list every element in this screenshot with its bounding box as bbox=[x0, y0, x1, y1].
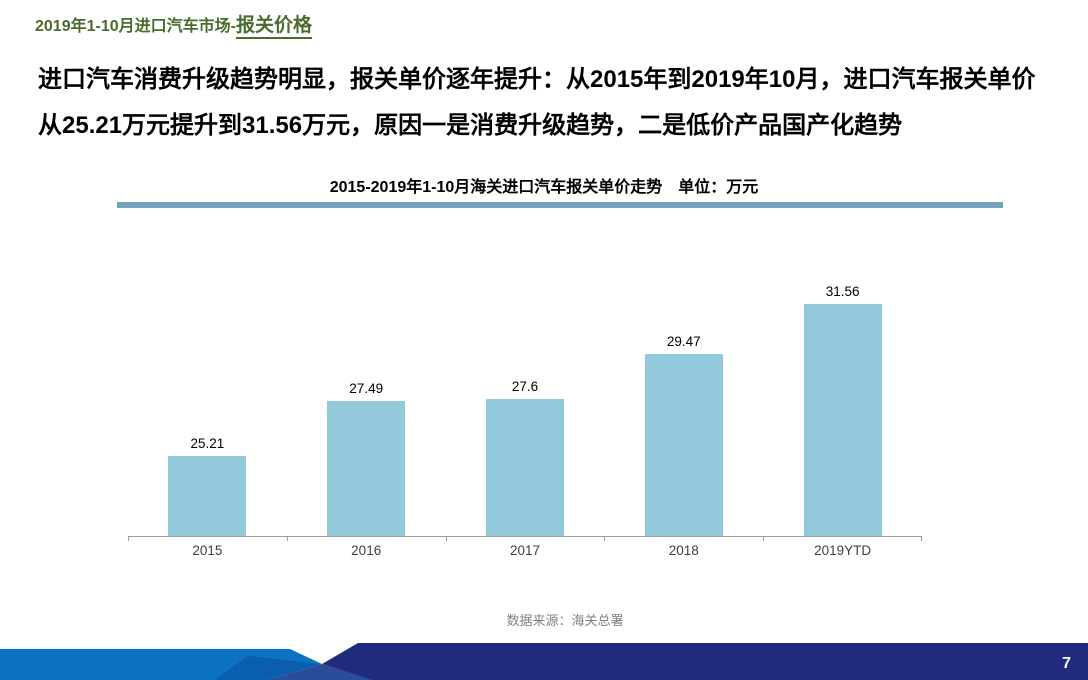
bar-column: 31.56 2019YTD bbox=[763, 282, 922, 558]
page-number: 7 bbox=[1062, 655, 1071, 672]
bar bbox=[485, 399, 564, 536]
bar-value-label: 29.47 bbox=[666, 334, 701, 349]
x-axis-label: 2015 bbox=[192, 543, 223, 558]
bar-column: 29.47 2018 bbox=[604, 282, 763, 558]
footer-ribbon-blue-shape bbox=[0, 649, 322, 680]
x-axis-label: 2019YTD bbox=[814, 543, 872, 558]
header-emphasis: 报关价格 bbox=[235, 15, 312, 39]
axis-tick-mark bbox=[286, 536, 288, 541]
body-line-1: 进口汽车消费升级趋势明显，报关单价逐年提升：从2015年到2019年10月，进口… bbox=[38, 66, 1036, 93]
source-caption: 数据来源：海关总署 bbox=[506, 613, 624, 628]
bar-value-label: 27.6 bbox=[511, 379, 539, 394]
bar bbox=[168, 456, 247, 536]
axis-tick-mark bbox=[128, 536, 129, 541]
axis-tick-mark bbox=[445, 536, 447, 541]
x-axis-label: 2018 bbox=[668, 543, 699, 558]
footer-fold-triangle bbox=[268, 664, 373, 680]
bar-value-label: 27.49 bbox=[349, 381, 384, 396]
bar-value-label: 25.21 bbox=[190, 436, 225, 451]
bar bbox=[803, 304, 882, 536]
axis-tick-mark bbox=[604, 536, 606, 541]
bar-column: 27.49 2016 bbox=[286, 282, 446, 558]
slide-header-title: 2019年1-10月进口汽车市场-报关价格 bbox=[35, 10, 312, 39]
bar-column: 27.6 2017 bbox=[445, 282, 605, 558]
x-axis-label: 2017 bbox=[509, 543, 541, 558]
bar-plot: 25.21 2015 27.49 2016 27.6 2017 29.47 2018 31.56… bbox=[128, 282, 922, 558]
body-line-2: 从25.21万元提升到31.56万元，原因一是消费升级趋势，二是低价产品国产化趋… bbox=[38, 112, 903, 139]
axis-tick-mark bbox=[763, 536, 765, 541]
bar bbox=[644, 354, 723, 536]
header-prefix: 2019年1-10月进口汽车市场- bbox=[35, 18, 236, 35]
x-axis-label: 2016 bbox=[351, 543, 382, 558]
bar-value-label: 31.56 bbox=[825, 284, 860, 299]
footer-ribbon bbox=[0, 643, 1088, 680]
bar bbox=[327, 401, 406, 536]
chart-title: 2015-2019年1-10月海关进口汽车报关单价走势 单位：万元 bbox=[329, 179, 759, 196]
footer-ribbon-navy-shape bbox=[322, 643, 1088, 680]
footer-fold-shade bbox=[214, 656, 322, 680]
body-paragraph: 进口汽车消费升级趋势明显，报关单价逐年提升：从2015年到2019年10月，进口… bbox=[38, 57, 1058, 149]
chart-title-rule bbox=[117, 202, 1003, 208]
axis-tick-mark bbox=[921, 536, 922, 541]
bar-column: 25.21 2015 bbox=[128, 282, 287, 558]
